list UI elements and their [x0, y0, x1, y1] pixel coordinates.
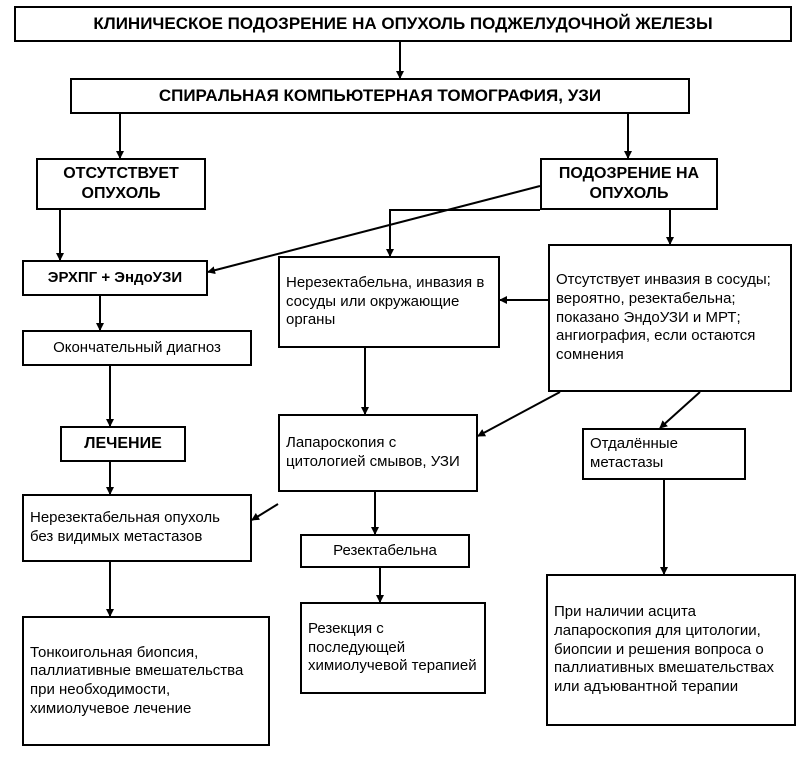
node-n16: При наличии асцита лапароскопия для цито… [546, 574, 796, 726]
edge-11 [478, 392, 560, 436]
node-n7: Отсутствует инвазия в сосуды; вероятно, … [548, 244, 792, 392]
node-n4: ПОДОЗРЕНИЕ НА ОПУХОЛЬ [540, 158, 718, 210]
node-n9: ЛЕЧЕНИЕ [60, 426, 186, 462]
edge-12 [660, 392, 700, 428]
node-n1: КЛИНИЧЕСКОЕ ПОДОЗРЕНИЕ НА ОПУХОЛЬ ПОДЖЕЛ… [14, 6, 792, 42]
node-n10: Лапароскопия с цитологией смывов, УЗИ [278, 414, 478, 492]
node-n15: Резекция с последующей химиолучевой тера… [300, 602, 486, 694]
node-n13: Резектабельна [300, 534, 470, 568]
node-n14: Тонкоигольная биопсия, паллиативные вмеш… [22, 616, 270, 746]
node-n3: ОТСУТСТВУЕТ ОПУХОЛЬ [36, 158, 206, 210]
node-n12: Нерезектабельная опухоль без видимых мет… [22, 494, 252, 562]
edge-5 [390, 210, 540, 256]
node-n6: Нерезектабельна, инвазия в сосуды или ок… [278, 256, 500, 348]
flowchart-canvas: КЛИНИЧЕСКОЕ ПОДОЗРЕНИЕ НА ОПУХОЛЬ ПОДЖЕЛ… [0, 0, 806, 782]
node-n8: Окончательный диагноз [22, 330, 252, 366]
node-n2: СПИРАЛЬНАЯ КОМПЬЮТЕРНАЯ ТОМОГРАФИЯ, УЗИ [70, 78, 690, 114]
node-n11: Отдалённые метастазы [582, 428, 746, 480]
node-n5: ЭРХПГ + ЭндоУЗИ [22, 260, 208, 296]
edge-14 [252, 504, 278, 520]
